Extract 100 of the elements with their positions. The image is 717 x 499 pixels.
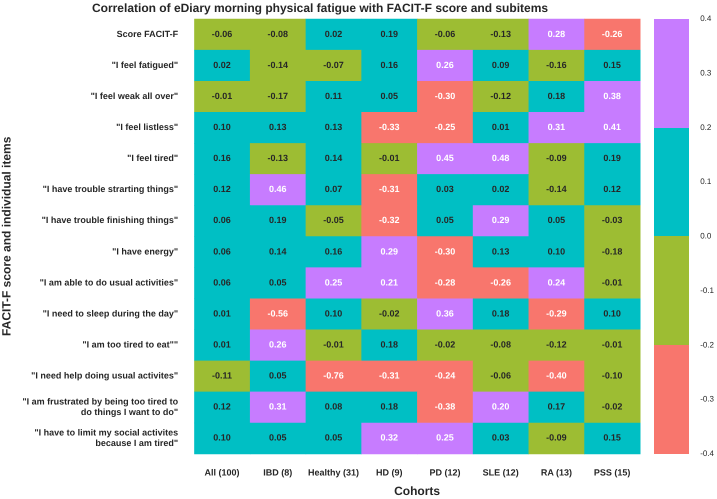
data-label: -0.01: [602, 340, 622, 350]
data-label: 0.38: [603, 90, 621, 101]
data-label: -0.08: [490, 340, 511, 350]
data-label: -0.06: [212, 28, 232, 39]
data-label: 0.13: [492, 246, 510, 256]
y-tick-label: "I have trouble finishing things": [42, 215, 178, 226]
y-axis-title: FACIT-F score and individual items: [0, 136, 14, 336]
data-label: 0.19: [269, 215, 287, 226]
data-label: 0.16: [380, 60, 398, 70]
data-label: -0.07: [323, 60, 344, 70]
data-label: 0.21: [380, 277, 398, 288]
data-label: 0.26: [436, 60, 454, 70]
data-label: 0.10: [213, 432, 231, 443]
data-label: 0.29: [380, 246, 398, 256]
y-tick-label: "I am too tired to eat"": [82, 340, 178, 350]
data-label: -0.11: [212, 370, 232, 381]
data-label: -0.40: [546, 370, 567, 381]
data-label: -0.05: [323, 215, 344, 226]
data-label: 0.46: [269, 184, 287, 194]
data-label: 0.14: [324, 153, 342, 164]
data-label: 0.05: [380, 90, 398, 101]
color-bar-label: 0.2: [700, 122, 712, 132]
data-label: 0.06: [213, 215, 231, 226]
data-label: 0.18: [548, 90, 566, 101]
data-label: -0.30: [434, 90, 456, 101]
data-label: 0.01: [213, 308, 231, 318]
color-bar-label: 0.0: [700, 232, 712, 241]
data-label: 0.06: [213, 277, 231, 288]
data-label: 0.19: [380, 28, 398, 39]
y-tick-label: "I have energy": [112, 246, 178, 256]
x-tick-label: All (100): [204, 468, 240, 478]
data-label: 0.10: [603, 308, 621, 318]
scale-legend: -0.4 -0.3 -0.2 -0.1 0.0 0.1 0.2 0.3 0.4: [650, 0, 717, 499]
x-tick-label: SLE (12): [482, 468, 519, 478]
data-label: -0.56: [268, 308, 288, 318]
x-tick-label: RA (13): [540, 468, 572, 478]
data-label: -0.26: [602, 28, 622, 39]
y-tick-label: "I am able to do usual activities": [40, 277, 178, 288]
data-label: 0.13: [324, 122, 342, 132]
data-label: -0.76: [323, 370, 344, 381]
data-label: 0.32: [380, 432, 398, 443]
data-label: 0.10: [324, 308, 342, 318]
data-label: 0.18: [492, 308, 510, 318]
data-label: 0.25: [324, 277, 342, 288]
y-tick-label: "I feel fatigued": [112, 60, 178, 70]
data-label: 0.20: [492, 402, 510, 412]
data-label: 0.03: [436, 184, 454, 194]
data-label: 0.02: [213, 60, 231, 70]
data-label: -0.01: [212, 90, 232, 101]
data-label: 0.05: [548, 215, 566, 226]
x-tick-label: IBD (8): [263, 468, 292, 478]
data-label: 0.15: [603, 432, 621, 443]
data-label: 0.16: [324, 246, 342, 256]
data-label: 0.48: [492, 153, 510, 164]
y-tick-label: "I need help doing usual activites": [31, 370, 178, 381]
x-tick-label: Healthy (31): [308, 468, 360, 478]
data-label: -0.31: [378, 184, 400, 194]
data-label: -0.02: [434, 340, 456, 350]
data-label: -0.14: [546, 184, 567, 194]
data-label: -0.09: [546, 432, 567, 443]
data-label: -0.26: [490, 277, 511, 288]
data-label: 0.45: [436, 153, 454, 164]
data-label: 0.02: [492, 184, 510, 194]
y-tick-label: "I am frustrated by being too tired to do things I want to do": [22, 396, 179, 418]
data-label: 0.01: [213, 340, 231, 350]
data-label: -0.10: [602, 370, 622, 381]
data-label: -0.08: [268, 28, 288, 39]
data-label: -0.02: [602, 402, 622, 412]
data-label: -0.32: [378, 215, 400, 226]
color-bar-label: 0.4: [700, 14, 712, 24]
data-label: -0.12: [546, 340, 567, 350]
data-label: 0.25: [436, 432, 454, 443]
y-tick-label: "I need to sleep during the day": [42, 308, 178, 318]
x-axis-title: Cohorts: [394, 484, 440, 498]
data-label: -0.01: [602, 277, 622, 288]
data-label: -0.01: [323, 340, 344, 350]
data-label: -0.31: [378, 370, 400, 381]
data-label: 0.01: [492, 122, 510, 132]
data-label: 0.17: [548, 402, 566, 412]
data-label: -0.06: [434, 28, 456, 39]
data-label: -0.14: [268, 60, 288, 70]
data-label: -0.38: [434, 402, 456, 412]
y-tick-label: "I feel weak all over": [90, 90, 178, 101]
data-label: -0.29: [546, 308, 567, 318]
data-label: 0.13: [269, 122, 287, 132]
data-label: -0.28: [434, 277, 456, 288]
color-bar-label: 0.1: [700, 177, 712, 186]
data-label: -0.01: [378, 153, 400, 164]
color-bar-label: 0.3: [700, 68, 712, 78]
y-tick-label: "I feel listless": [116, 122, 178, 132]
data-label: 0.06: [213, 246, 231, 256]
data-label: -0.06: [490, 370, 511, 381]
data-label: 0.41: [603, 122, 621, 132]
y-tick-label: "I have trouble strarting things": [42, 184, 178, 194]
data-label: 0.12: [603, 184, 621, 194]
data-label: 0.05: [324, 432, 342, 443]
data-label: 0.36: [436, 308, 454, 318]
data-label: -0.12: [490, 90, 511, 101]
data-label: 0.05: [436, 215, 454, 226]
color-bar-label: -0.4: [700, 449, 715, 458]
